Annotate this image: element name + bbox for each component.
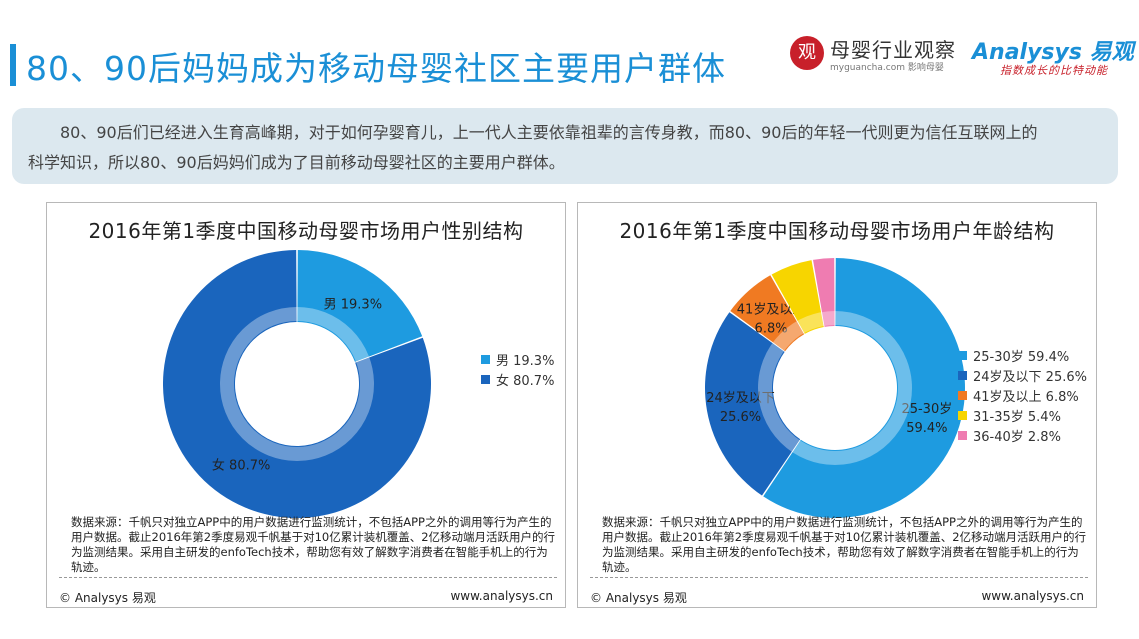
donut-slice-3 [730, 275, 805, 352]
svg-text:24岁及以下: 24岁及以下 [706, 391, 775, 406]
age-source-note: 数据来源：千帆只对独立APP中的用户数据进行监测统计，不包括APP之外的调用等行… [602, 515, 1087, 574]
slice-label-2: 24岁及以下 25.6% [706, 391, 775, 425]
slice-label-1: 25-30岁 59.4% [901, 402, 952, 436]
legend-label: 41岁及以上 6.8% [973, 389, 1079, 405]
industry-logo-text: 母婴行业观察 [830, 38, 956, 62]
slice-label-3: 41岁及以上 6.8% [737, 302, 806, 336]
gender-donut-chart: 男 19.3% 女 80.7% [163, 250, 431, 518]
gender-chart-title: 2016年第1季度中国移动母婴市场用户性别结构 [88, 219, 524, 243]
intro-line-2: 科学知识，所以80、90后妈妈们成为了目前移动母婴社区的主要用户群体。 [28, 153, 565, 172]
legend-swatch [958, 350, 967, 360]
slice-label-1: 男 19.3% [324, 297, 382, 312]
gender-chart-panel: 2016年第1季度中国移动母婴市场用户性别结构 男 19.3% 女 80.7% 男… [46, 202, 566, 608]
legend-item-2: 女 80.7% [481, 369, 554, 389]
legend-label: 24岁及以下 25.6% [973, 369, 1087, 385]
legend-swatch [958, 390, 967, 400]
donut-slice-2 [163, 250, 431, 518]
svg-text:41岁及以上: 41岁及以上 [737, 302, 806, 317]
legend-item-5: 36-40岁 2.8% [958, 425, 1087, 445]
gender-legend: 男 19.3% 女 80.7% [481, 349, 554, 389]
logo-area: 观 母婴行业观察 myguancha.com 影响母婴 Analysys 易观 … [790, 34, 1134, 78]
legend-swatch [958, 410, 967, 420]
age-donut-chart: 25-30岁 59.4% 24岁及以下 25.6% 41岁及以上 6.8% [705, 258, 965, 518]
legend-item-4: 31-35岁 5.4% [958, 405, 1087, 425]
age-chart-panel: 2016年第1季度中国移动母婴市场用户年龄结构 25-30岁 59.4% 24岁及以… [577, 202, 1097, 608]
gender-source-note: 数据来源：千帆只对独立APP中的用户数据进行监测统计，不包括APP之外的调用等行… [71, 515, 556, 574]
legend-swatch [958, 370, 967, 380]
legend-label: 36-40岁 2.8% [973, 429, 1061, 445]
gender-footer-url[interactable]: www.analysys.cn [450, 589, 553, 603]
age-footer-divider [590, 577, 1088, 578]
legend-swatch [958, 430, 967, 440]
svg-text:6.8%: 6.8% [755, 321, 788, 336]
guancha-seal-logo: 观 [790, 36, 824, 70]
legend-label: 男 19.3% [496, 353, 555, 369]
gender-footer-copyright: © Analysys 易观 [59, 591, 156, 605]
donut-slice-4 [771, 260, 824, 334]
title-accent-bar [10, 44, 16, 86]
industry-logo-site: myguancha.com 影响母婴 [830, 63, 944, 73]
legend-item-1: 男 19.3% [481, 349, 554, 369]
legend-swatch [481, 374, 490, 384]
legend-swatch [481, 354, 490, 364]
gender-footer-divider [59, 577, 557, 578]
donut-slice-2 [705, 312, 801, 496]
legend-label: 女 80.7% [496, 373, 555, 389]
analysys-logo: Analysys 易观 [972, 40, 1134, 65]
age-footer-copyright: © Analysys 易观 [590, 591, 687, 605]
age-legend: 25-30岁 59.4% 24岁及以下 25.6% 41岁及以上 6.8% 31-35… [958, 345, 1087, 445]
legend-item-1: 25-30岁 59.4% [958, 345, 1087, 365]
age-footer-url[interactable]: www.analysys.cn [981, 589, 1084, 603]
donut-slice-5 [813, 258, 835, 327]
legend-label: 25-30岁 59.4% [973, 349, 1070, 365]
intro-box: 80、90后们已经进入生育高峰期，对于如何孕婴育儿，上一代人主要依靠祖辈的言传身… [12, 108, 1118, 184]
svg-text:59.4%: 59.4% [906, 421, 947, 436]
legend-item-3: 41岁及以上 6.8% [958, 385, 1087, 405]
svg-text:25-30岁: 25-30岁 [901, 402, 952, 417]
donut-slice-1 [763, 258, 965, 518]
page-title: 80、90后妈妈成为移动母婴社区主要用户群体 [26, 49, 726, 88]
donut-slice-1 [297, 250, 423, 362]
legend-label: 31-35岁 5.4% [973, 409, 1061, 425]
analysys-slogan: 指数成长的比特动能 [1000, 64, 1108, 77]
svg-text:25.6%: 25.6% [720, 410, 761, 425]
legend-item-2: 24岁及以下 25.6% [958, 365, 1087, 385]
slice-label-2: 女 80.7% [212, 458, 270, 474]
intro-line-1: 80、90后们已经进入生育高峰期，对于如何孕婴育儿，上一代人主要依靠祖辈的言传身… [60, 123, 1038, 142]
age-chart-title: 2016年第1季度中国移动母婴市场用户年龄结构 [619, 219, 1055, 243]
